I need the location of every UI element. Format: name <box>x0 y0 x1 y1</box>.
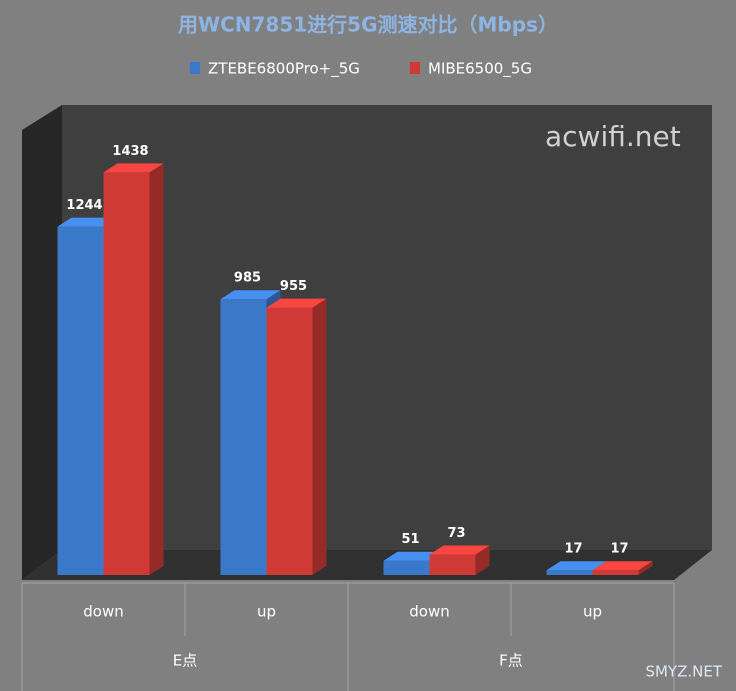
bar <box>429 554 476 575</box>
group-label: F点 <box>499 652 523 670</box>
bar <box>57 226 104 575</box>
data-label: 1438 <box>112 144 148 159</box>
x-tick-label: up <box>583 603 602 621</box>
x-tick-label: down <box>409 603 449 621</box>
bar-side <box>149 163 164 576</box>
floor <box>22 550 712 580</box>
bar-top <box>57 217 118 227</box>
x-tick-label: down <box>83 603 123 621</box>
bar <box>546 570 593 575</box>
legend-swatch <box>410 62 420 74</box>
bar-top <box>592 561 653 571</box>
bar-top <box>546 561 607 571</box>
bar <box>592 570 639 575</box>
bar-top <box>429 545 490 555</box>
data-label: 17 <box>564 542 582 557</box>
data-label: 51 <box>401 532 419 547</box>
bar <box>266 307 313 575</box>
bar-top <box>103 163 164 173</box>
bar-top <box>266 298 327 308</box>
side-wall <box>22 105 62 580</box>
bar <box>220 299 267 575</box>
bar <box>383 560 430 575</box>
group-label: E点 <box>173 652 197 670</box>
legend-label: ZTEBE6800Pro+_5G <box>208 60 360 79</box>
data-label: 73 <box>447 526 465 541</box>
x-tick-label: up <box>257 603 276 621</box>
bar-top <box>220 290 281 300</box>
data-label: 955 <box>280 279 307 294</box>
data-label: 985 <box>234 271 261 286</box>
bar <box>103 172 150 576</box>
bar-top <box>383 551 444 561</box>
watermark: acwifi.net <box>545 120 681 153</box>
legend-label: MIBE6500_5G <box>428 60 532 79</box>
data-label: 1244 <box>66 198 102 213</box>
bar-side <box>475 545 490 575</box>
watermark: SMYZ.NET <box>645 663 722 681</box>
data-label: 17 <box>610 542 628 557</box>
chart-title: 用WCN7851进行5G测速对比（Mbps） <box>178 13 558 37</box>
bar-side <box>638 561 653 575</box>
legend-swatch <box>190 62 200 74</box>
bar-side <box>312 298 327 575</box>
